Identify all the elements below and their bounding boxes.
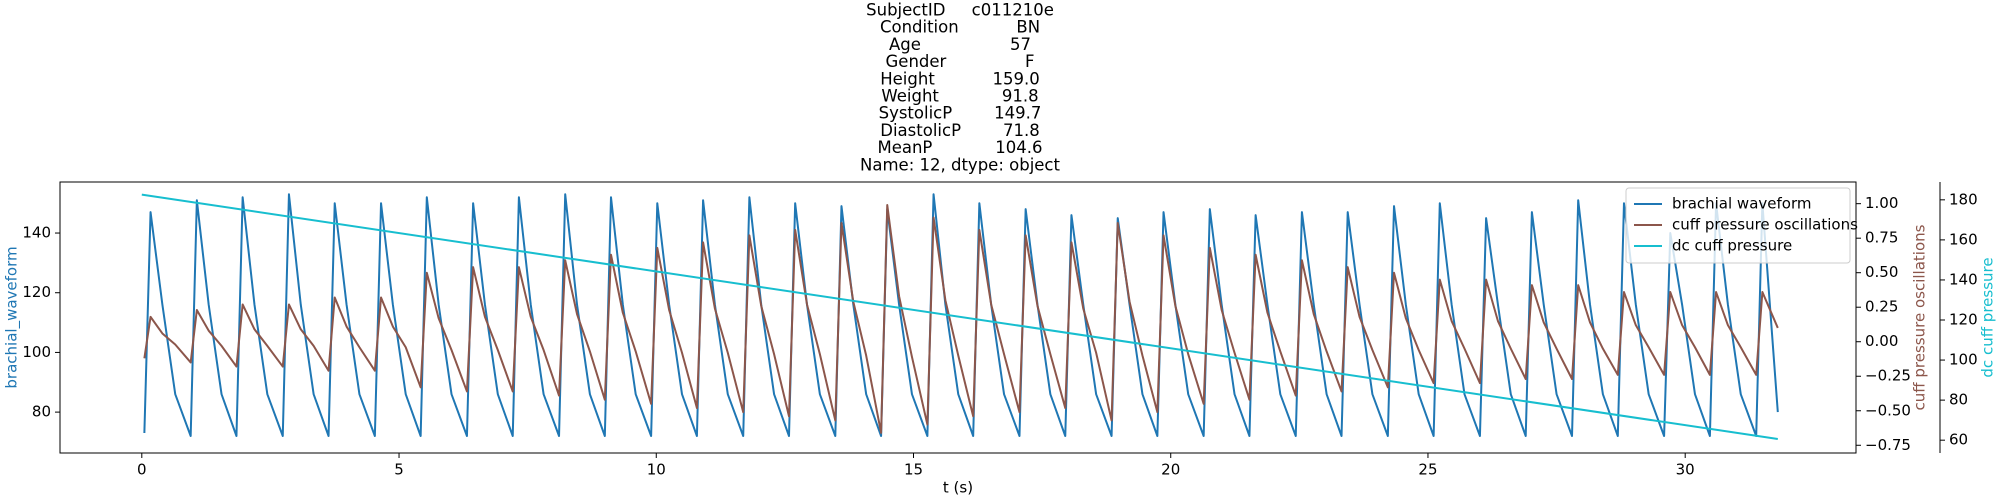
y2-tick-label: 0.75 xyxy=(1865,229,1898,247)
x-tick-label: 0 xyxy=(137,461,147,479)
y2-axis-label: cuff pressure oscillations xyxy=(1911,224,1929,410)
y2-tick-label: 0.50 xyxy=(1865,263,1898,281)
y2-tick-label: −0.50 xyxy=(1865,401,1911,419)
title-line: Gender F xyxy=(886,52,1035,71)
y3-tick-label: 80 xyxy=(1949,391,1968,409)
y2-tick-label: −0.75 xyxy=(1865,436,1911,454)
x-tick-label: 5 xyxy=(394,461,404,479)
y2-tick-label: −0.25 xyxy=(1865,367,1911,385)
y-tick-label: 120 xyxy=(22,283,51,301)
y3-tick-label: 160 xyxy=(1949,230,1978,248)
y3-axis-label: dc cuff pressure xyxy=(1979,257,1997,377)
legend-box xyxy=(1625,187,1851,264)
y3-tick-label: 120 xyxy=(1949,311,1978,329)
y-tick-label: 80 xyxy=(32,403,51,421)
y3-tick-label: 60 xyxy=(1949,431,1968,449)
y2-tick-label: 1.00 xyxy=(1865,194,1898,212)
title-line: Age 57 xyxy=(889,35,1031,54)
x-axis-label: t (s) xyxy=(943,479,973,497)
title-line: Weight 91.8 xyxy=(881,87,1038,106)
title-line: Condition BN xyxy=(880,18,1040,37)
y3-tick-label: 100 xyxy=(1949,351,1978,369)
x-tick-label: 15 xyxy=(904,461,923,479)
title-line: MeanP 104.6 xyxy=(877,138,1042,157)
x-tick-label: 20 xyxy=(1161,461,1180,479)
x-tick-label: 30 xyxy=(1676,461,1695,479)
y2-tick-label: 0.25 xyxy=(1865,298,1898,316)
series-line xyxy=(143,193,1779,437)
plot-frame xyxy=(59,181,1857,454)
y-axis-label: brachial_waveform xyxy=(3,246,22,388)
series-line xyxy=(143,204,1779,434)
title-line: Name: 12, dtype: object xyxy=(860,155,1060,174)
legend-label: cuff pressure oscillations xyxy=(1672,216,1858,234)
title-line: Height 159.0 xyxy=(880,69,1039,88)
title-line: SubjectID c011210e xyxy=(866,1,1054,20)
y3-tick-label: 180 xyxy=(1949,190,1978,208)
title-line: DiastolicP 71.8 xyxy=(880,121,1039,140)
y3-tick-label: 140 xyxy=(1949,270,1978,288)
y2-tick-label: 0.00 xyxy=(1865,332,1898,350)
legend-label: brachial waveform xyxy=(1672,195,1811,213)
title-line: SystolicP 149.7 xyxy=(879,104,1042,123)
legend-label: dc cuff pressure xyxy=(1672,237,1792,255)
x-tick-label: 25 xyxy=(1418,461,1437,479)
y-tick-label: 100 xyxy=(22,343,51,361)
x-tick-label: 10 xyxy=(647,461,666,479)
y-tick-label: 140 xyxy=(22,224,51,242)
series-line xyxy=(141,193,1778,440)
